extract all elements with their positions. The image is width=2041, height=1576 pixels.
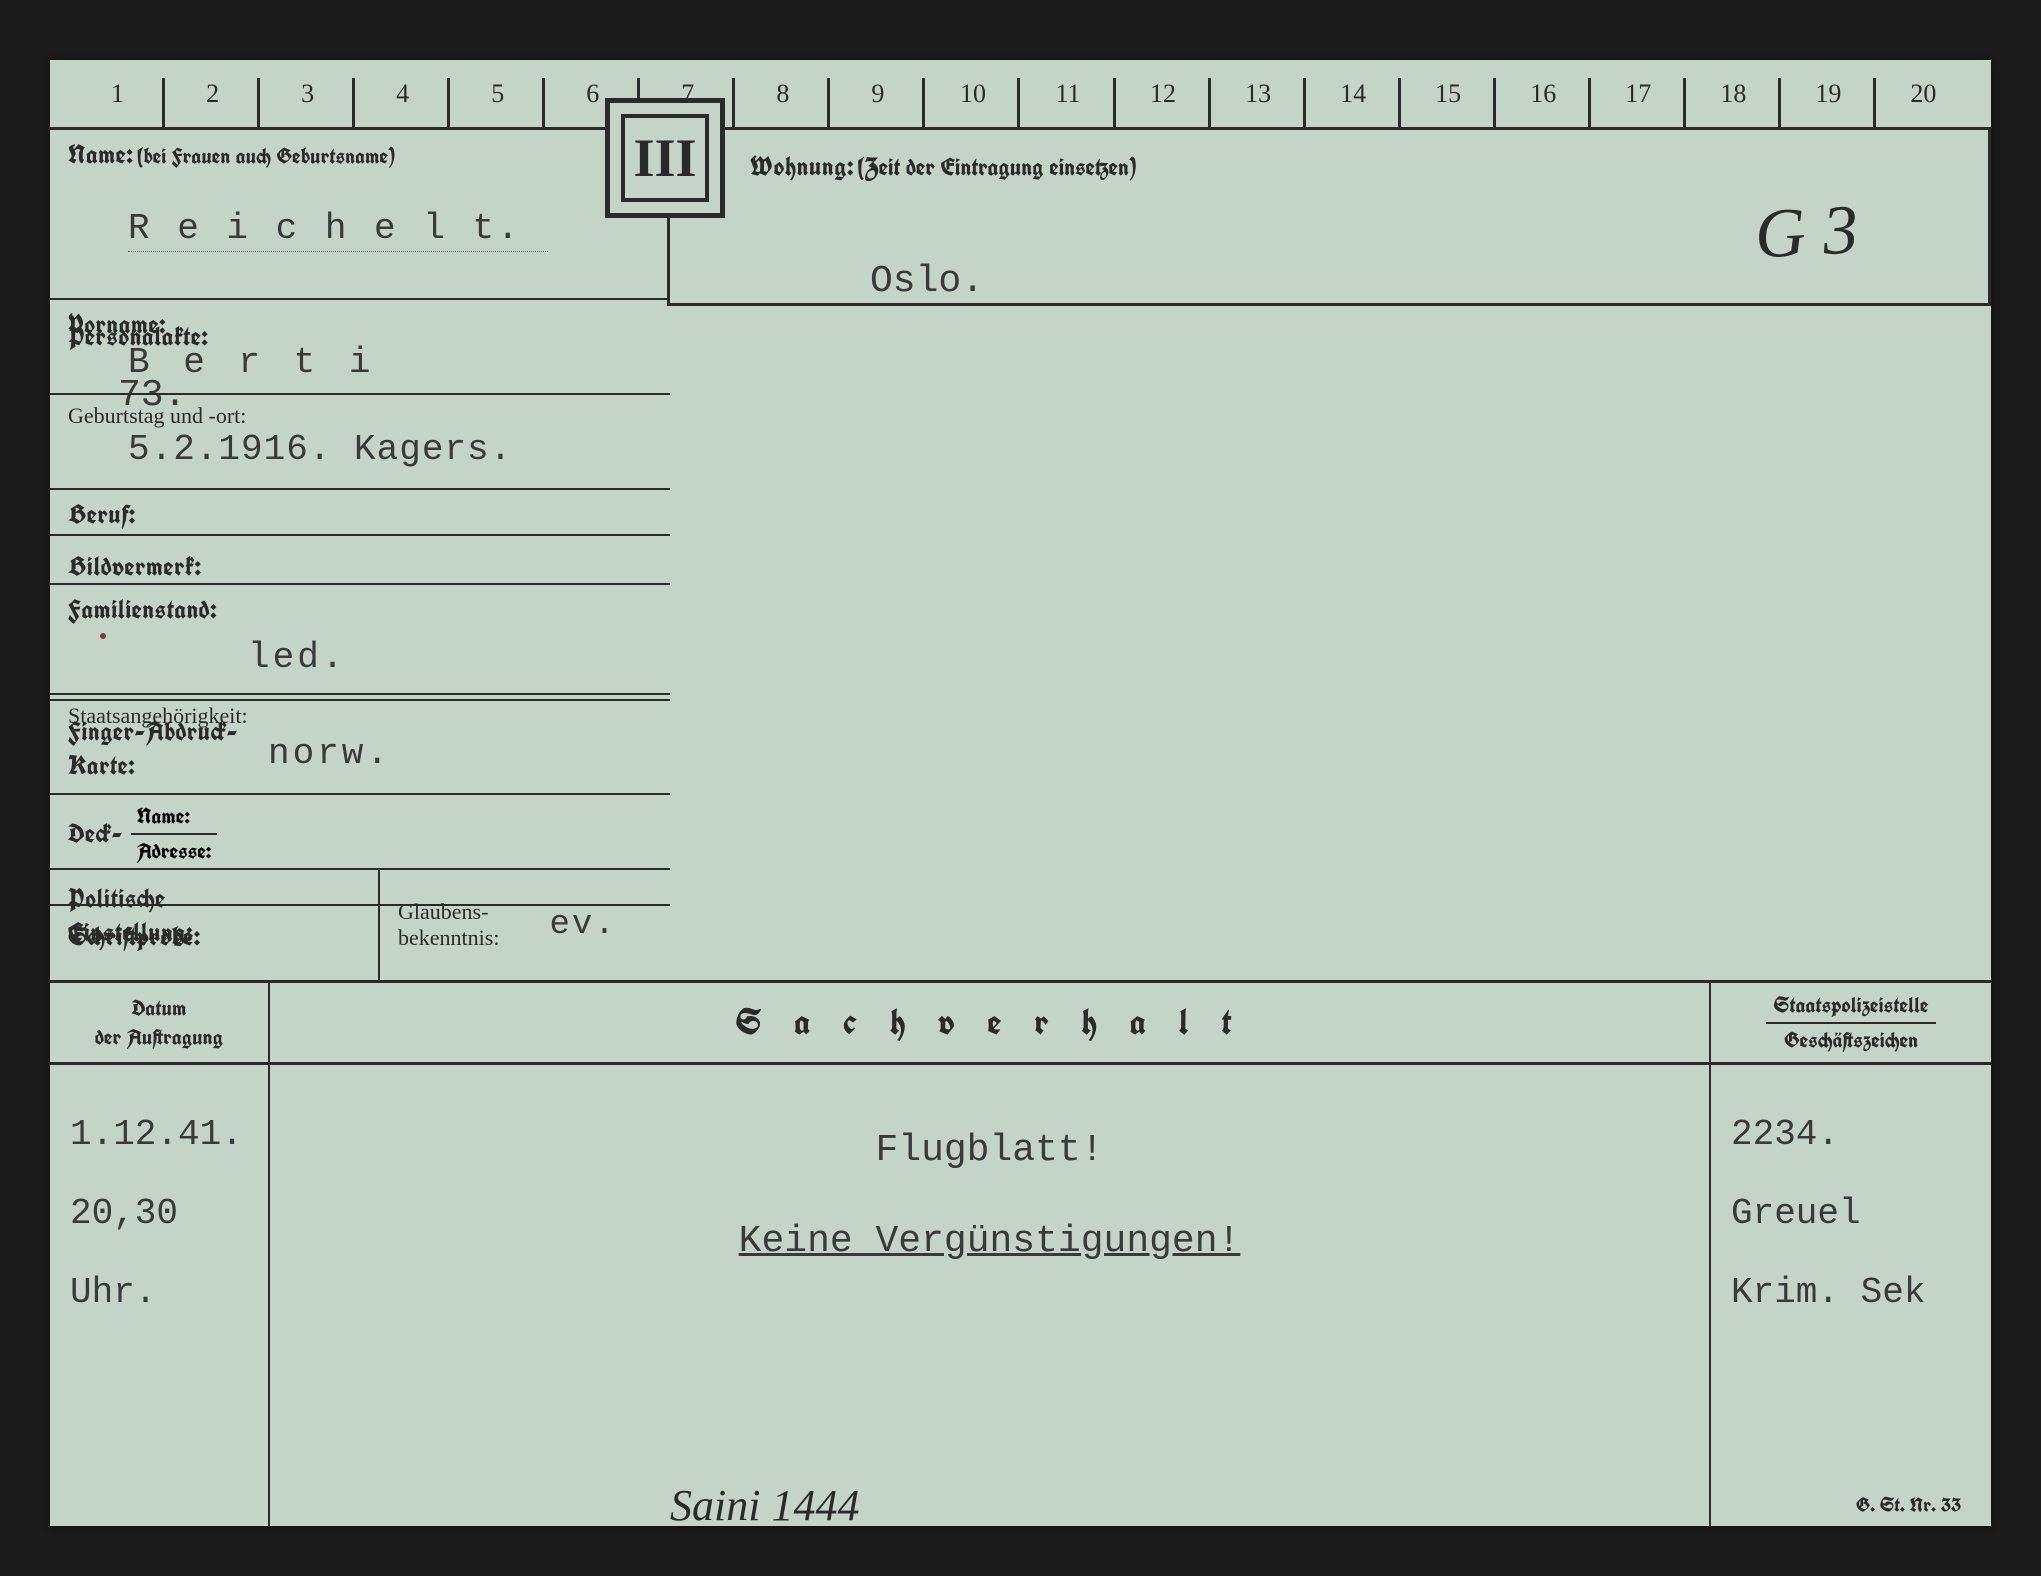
datum-label2: der Auftragung: [95, 1023, 223, 1052]
staatspolizei-label: Staatspolizeistelle: [1766, 991, 1937, 1024]
politische-cell: Politische Einstellung:: [50, 870, 380, 980]
politische-label1: Politische: [68, 882, 360, 916]
reference-cell: 2234. Greuel Krim. Sek: [1711, 1065, 1991, 1526]
glaubens-cell: Glaubens- bekenntnis: ev.: [380, 870, 670, 980]
ref-line2: Greuel: [1731, 1174, 1971, 1253]
ruler-tick: 13: [1211, 60, 1306, 127]
deck-label: Deck-: [68, 817, 123, 851]
ruler-tick: 12: [1116, 60, 1211, 127]
sach-line2: Keine Vergünstigungen!: [310, 1196, 1669, 1287]
vorname-field: Vorname: B e r t i: [50, 300, 670, 395]
name-label: Name:: [68, 138, 133, 172]
ruler-tick: 9: [830, 60, 925, 127]
politische-row: Politische Einstellung: Glaubens- bekenn…: [50, 870, 670, 980]
sachverhalt-header: Datum der Auftragung S a c h v e r h a l…: [50, 980, 1991, 1065]
name-value: R e i c h e l t.: [128, 202, 548, 252]
handwritten-bottom: Saini 1444: [670, 1480, 859, 1531]
beruf-label: Beruf:: [68, 498, 652, 532]
staats-field: Staatsangehörigkeit: norw.: [50, 695, 670, 795]
ruler-tick: 5: [450, 60, 545, 127]
ruler-tick: 8: [735, 60, 830, 127]
wohnung-column: Wohnung: (Zeit der Eintragung einsetzen)…: [670, 130, 1991, 306]
form-number: G. St. Nr. 33: [1856, 1491, 1961, 1518]
left-column-real: Name: (bei Frauen auch Geburtsname) R e …: [50, 130, 670, 980]
ref-line3: Krim. Sek: [1731, 1253, 1971, 1332]
geburtstag-label: Geburtstag und -ort:: [68, 403, 652, 429]
datum-header: Datum der Auftragung: [50, 983, 270, 1062]
staats-value: norw.: [68, 729, 652, 780]
name-sublabel: (bei Frauen auch Geburtsname): [137, 142, 394, 171]
ruler-scale: 1234567891011121314151617181920: [50, 60, 1991, 130]
ruler-tick: 4: [355, 60, 450, 127]
red-mark: [100, 633, 106, 639]
content-row: 1.12.41. 20,30 Uhr. Flugblatt! Keine Ver…: [50, 1065, 1991, 1526]
sachverhalt-title: S a c h v e r h a l t: [270, 983, 1711, 1062]
ruler-tick: 14: [1306, 60, 1401, 127]
ruler-tick: 10: [925, 60, 1020, 127]
ruler-tick: 18: [1686, 60, 1781, 127]
ruler-tick: 17: [1591, 60, 1686, 127]
politische-label2: Einstellung:: [68, 916, 360, 950]
familienstand-label: Familienstand:: [68, 593, 652, 627]
index-card: 1234567891011121314151617181920 III Name…: [50, 60, 1991, 1526]
staatspolizei-header: Staatspolizeistelle Geschäftszeichen: [1711, 983, 1991, 1062]
datum-cell: 1.12.41. 20,30 Uhr.: [50, 1065, 270, 1526]
ruler-tick: 3: [260, 60, 355, 127]
deck-adresse-label: Adresse:: [131, 835, 218, 866]
glaubens-value: ev.: [519, 906, 616, 944]
ruler-tick: 2: [165, 60, 260, 127]
familienstand-field: Familienstand: led.: [50, 585, 670, 695]
wohnung-label: Wohnung:: [750, 150, 854, 184]
beruf-field: Beruf:: [50, 490, 670, 585]
ruler-tick: 16: [1496, 60, 1591, 127]
scan-frame: 1234567891011121314151617181920 III Name…: [20, 20, 2021, 1556]
geburtstag-value: 5.2.1916. Kagers.: [68, 429, 652, 476]
sachverhalt-cell: Flugblatt! Keine Vergünstigungen!: [270, 1065, 1711, 1526]
handwritten-code: G 3: [1753, 190, 1860, 275]
deck-name-label: Name:: [131, 802, 218, 835]
ruler-tick: 11: [1020, 60, 1115, 127]
datum-label1: Datum: [131, 994, 186, 1023]
familienstand-value: led.: [68, 627, 652, 684]
glaubens-label1: Glaubens-: [398, 899, 499, 925]
ref-line1: 2234.: [1731, 1095, 1971, 1174]
deck-field: Deck- Name: Adresse:: [50, 795, 670, 870]
vorname-label: Vorname:: [68, 308, 652, 342]
datum-value2: 20,30 Uhr.: [70, 1174, 248, 1332]
sach-line1: Flugblatt!: [310, 1105, 1669, 1196]
ruler-tick: 1: [70, 60, 165, 127]
ruler-tick: 15: [1401, 60, 1496, 127]
ruler-tick: 20: [1876, 60, 1971, 127]
glaubens-label2: bekenntnis:: [398, 925, 499, 951]
geburtstag-field: Geburtstag und -ort: 5.2.1916. Kagers.: [50, 395, 670, 490]
geschaft-label: Geschäftszeichen: [1784, 1024, 1918, 1055]
category-box: III: [605, 98, 725, 218]
wohnung-sublabel: (Zeit der Eintragung einsetzen): [858, 151, 1136, 183]
category-roman: III: [621, 114, 709, 202]
deck-stack: Name: Adresse:: [131, 802, 218, 866]
ruler-tick: 19: [1781, 60, 1876, 127]
vorname-value: B e r t i: [68, 342, 652, 389]
name-field: Name: (bei Frauen auch Geburtsname) R e …: [50, 130, 670, 300]
datum-value1: 1.12.41.: [70, 1095, 248, 1174]
staats-label: Staatsangehörigkeit:: [68, 703, 652, 729]
